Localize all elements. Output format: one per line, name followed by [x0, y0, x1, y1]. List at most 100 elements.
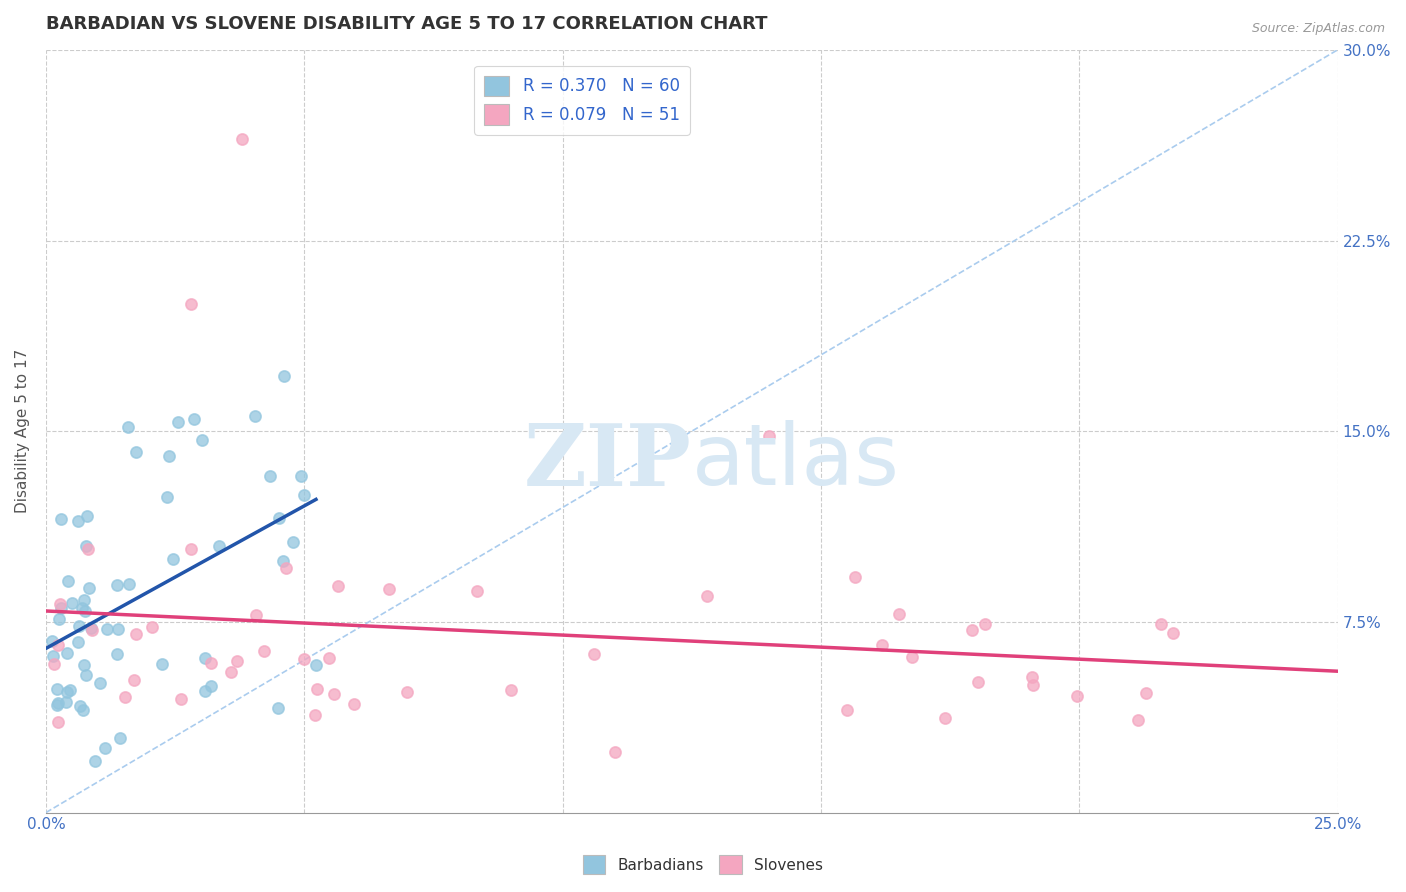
Point [377, 582, 399, 596]
Point [162, 551, 184, 566]
Text: Source: ZipAtlas.com: Source: ZipAtlas.com [1251, 22, 1385, 36]
Point [1128, 713, 1150, 727]
Point [66, 634, 89, 648]
Point [157, 449, 180, 463]
Point [156, 491, 179, 505]
Point [49, 597, 72, 611]
Point [108, 731, 131, 746]
Point [141, 620, 163, 634]
Point [603, 745, 626, 759]
Point [117, 420, 139, 434]
Point [835, 703, 858, 717]
Point [326, 579, 349, 593]
Point [271, 554, 294, 568]
Point [966, 674, 988, 689]
Point [94, 741, 117, 756]
Point [208, 539, 231, 553]
Point [194, 651, 217, 665]
Point [283, 534, 305, 549]
Point [124, 627, 146, 641]
Point [75, 668, 97, 682]
Point [292, 652, 315, 666]
Point [69, 699, 91, 714]
Point [114, 690, 136, 705]
Point [292, 487, 315, 501]
Point [395, 685, 418, 699]
Point [844, 570, 866, 584]
Point [80, 621, 103, 635]
Point [870, 638, 893, 652]
Text: BARBADIAN VS SLOVENE DISABILITY AGE 5 TO 17 CORRELATION CHART: BARBADIAN VS SLOVENE DISABILITY AGE 5 TO… [46, 15, 768, 33]
Point [122, 673, 145, 687]
Legend: R = 0.370   N = 60, R = 0.079   N = 51: R = 0.370 N = 60, R = 0.079 N = 51 [474, 66, 690, 135]
Point [200, 679, 222, 693]
Point [77, 541, 100, 556]
Point [180, 542, 202, 557]
Point [318, 651, 340, 665]
Point [46, 696, 69, 710]
Point [267, 511, 290, 525]
Point [89, 676, 111, 690]
Point [60, 596, 83, 610]
Point [200, 656, 222, 670]
Point [1150, 617, 1173, 632]
Point [166, 415, 188, 429]
Point [55, 646, 77, 660]
Point [901, 650, 924, 665]
Point [73, 593, 96, 607]
Point [46, 682, 69, 697]
Point [170, 692, 193, 706]
Point [44, 657, 66, 672]
Point [46, 698, 69, 713]
Y-axis label: Disability Age 5 to 17: Disability Age 5 to 17 [15, 349, 30, 513]
Point [276, 561, 298, 575]
Point [191, 433, 214, 447]
Point [49, 512, 72, 526]
Point [1021, 670, 1043, 684]
Point [73, 657, 96, 672]
Point [82, 624, 104, 638]
Point [150, 657, 173, 671]
Point [259, 469, 281, 483]
Point [107, 622, 129, 636]
Point [974, 617, 997, 632]
Point [41, 634, 63, 648]
Point [67, 515, 90, 529]
Point [960, 623, 983, 637]
Point [48, 638, 70, 652]
Point [125, 444, 148, 458]
Point [70, 601, 93, 615]
Point [1161, 626, 1184, 640]
Point [118, 576, 141, 591]
Point [75, 539, 97, 553]
Point [59, 682, 82, 697]
Point [49, 601, 72, 615]
Point [934, 711, 956, 725]
Point [467, 583, 489, 598]
Point [245, 608, 267, 623]
Point [180, 297, 202, 311]
Point [56, 685, 79, 699]
Point [243, 409, 266, 423]
Point [105, 577, 128, 591]
Legend: Barbadians, Slovenes: Barbadians, Slovenes [576, 849, 830, 880]
Point [226, 654, 249, 668]
Point [1066, 689, 1088, 703]
Point [273, 368, 295, 383]
Point [290, 469, 312, 483]
Point [42, 649, 65, 664]
Point [322, 687, 344, 701]
Point [231, 132, 253, 146]
Point [307, 681, 329, 696]
Point [582, 647, 605, 661]
Point [55, 695, 77, 709]
Point [305, 658, 328, 673]
Point [77, 581, 100, 595]
Point [194, 684, 217, 698]
Point [96, 622, 118, 636]
Point [46, 714, 69, 729]
Point [252, 644, 274, 658]
Point [304, 707, 326, 722]
Point [696, 590, 718, 604]
Point [83, 755, 105, 769]
